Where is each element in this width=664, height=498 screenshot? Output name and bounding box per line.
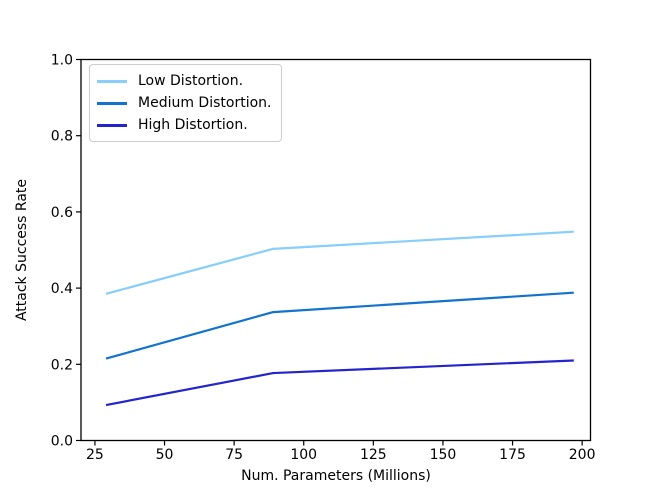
y-tick-label-0.6: 0.6 bbox=[51, 205, 73, 221]
y-tick-label-0.0: 0.0 bbox=[51, 434, 73, 450]
axes-frame bbox=[80, 58, 592, 442]
legend-swatch-medium-distortion-line-icon bbox=[97, 101, 127, 105]
x-tick-label-50: 50 bbox=[156, 447, 174, 463]
series-line-low-distortion bbox=[105, 230, 574, 295]
x-tick-label-25: 25 bbox=[86, 447, 104, 463]
legend-entry-high-distortion: High Distortion. bbox=[97, 114, 271, 136]
legend-label-low-distortion: Low Distortion. bbox=[138, 73, 244, 89]
series-line-high-distortion bbox=[105, 359, 574, 407]
x-tick-label-150: 150 bbox=[430, 447, 457, 463]
legend-label-medium-distortion: Medium Distortion. bbox=[138, 95, 272, 111]
legend-swatch-high-distortion-line-icon bbox=[97, 123, 127, 127]
x-tick-label-100: 100 bbox=[290, 447, 317, 463]
x-tick-label-75: 75 bbox=[225, 447, 243, 463]
legend-swatch-low-distortion-line-icon bbox=[97, 79, 127, 83]
y-tick-label-0.8: 0.8 bbox=[51, 129, 73, 145]
x-tick-label-200: 200 bbox=[569, 447, 596, 463]
y-tick-label-1.0: 1.0 bbox=[51, 53, 73, 69]
legend-entry-low-distortion: Low Distortion. bbox=[97, 70, 271, 92]
y-tick-label-0.4: 0.4 bbox=[51, 281, 73, 297]
y-tick-label-0.2: 0.2 bbox=[51, 357, 73, 373]
legend: Low Distortion. Medium Distortion. High … bbox=[89, 64, 283, 142]
x-tick-label-175: 175 bbox=[499, 447, 526, 463]
y-axis-label: Attack Success Rate bbox=[14, 178, 30, 322]
x-axis-label: Num. Parameters (Millions) bbox=[241, 468, 431, 484]
series-line-medium-distortion bbox=[105, 291, 574, 360]
legend-label-high-distortion: High Distortion. bbox=[138, 117, 248, 133]
x-tick-label-125: 125 bbox=[360, 447, 387, 463]
legend-entry-medium-distortion: Medium Distortion. bbox=[97, 92, 271, 114]
